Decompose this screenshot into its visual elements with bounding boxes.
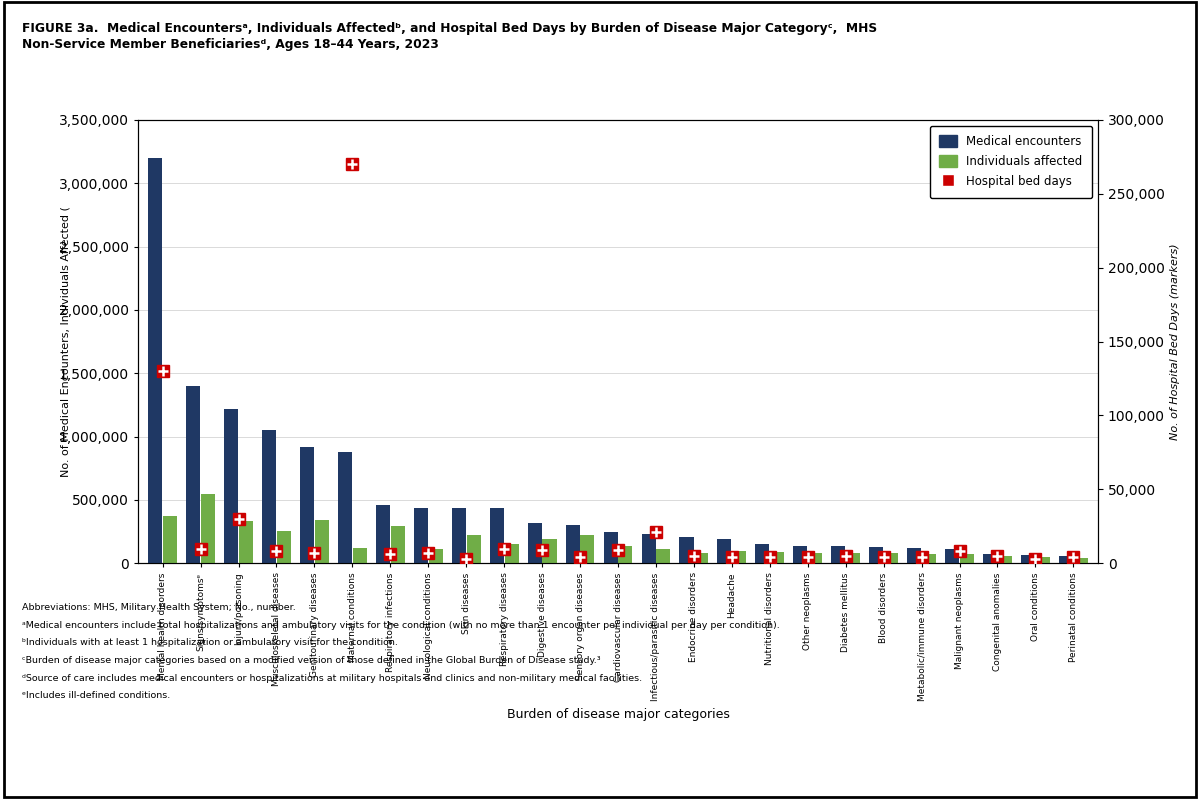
Text: ᶜBurden of disease major categories based on a modified version of those defined: ᶜBurden of disease major categories base… bbox=[22, 656, 600, 665]
Bar bbox=[391, 526, 404, 563]
Bar bbox=[239, 522, 253, 563]
Text: ᵉIncludes ill-defined conditions.: ᵉIncludes ill-defined conditions. bbox=[22, 691, 170, 700]
Bar bbox=[718, 539, 732, 563]
Bar bbox=[732, 551, 746, 563]
Bar bbox=[1074, 558, 1087, 563]
Bar bbox=[452, 507, 466, 563]
Bar bbox=[353, 548, 367, 563]
Bar bbox=[695, 553, 708, 563]
Text: Abbreviations: MHS, Military Health System; No., number.: Abbreviations: MHS, Military Health Syst… bbox=[22, 603, 295, 612]
Bar bbox=[504, 544, 518, 563]
X-axis label: Burden of disease major categories: Burden of disease major categories bbox=[506, 708, 730, 721]
Bar bbox=[884, 553, 898, 563]
Bar bbox=[428, 550, 443, 563]
Bar bbox=[300, 447, 314, 563]
Bar bbox=[1058, 555, 1073, 563]
Text: Non-Service Member Beneficiariesᵈ, Ages 18–44 Years, 2023: Non-Service Member Beneficiariesᵈ, Ages … bbox=[22, 38, 438, 51]
Bar bbox=[376, 505, 390, 563]
Bar bbox=[946, 549, 959, 563]
Text: ᵇIndividuals with at least 1 hospitalization or ambulatory visit for the conditi: ᵇIndividuals with at least 1 hospitaliza… bbox=[22, 638, 397, 647]
Text: No. of Medical Encounters, Individuals Affected (: No. of Medical Encounters, Individuals A… bbox=[61, 206, 71, 477]
Bar bbox=[565, 525, 580, 563]
Bar bbox=[414, 507, 428, 563]
Bar bbox=[656, 549, 671, 563]
Bar bbox=[983, 554, 997, 563]
Bar bbox=[186, 386, 200, 563]
Bar bbox=[907, 548, 922, 563]
Bar bbox=[642, 534, 655, 563]
Text: ᵈSource of care includes medical encounters or hospitalizations at military hosp: ᵈSource of care includes medical encount… bbox=[22, 674, 642, 682]
Bar bbox=[770, 552, 784, 563]
Bar bbox=[224, 409, 238, 563]
Bar bbox=[604, 531, 618, 563]
Bar bbox=[808, 553, 822, 563]
Bar bbox=[832, 546, 845, 563]
Bar bbox=[490, 507, 504, 563]
Y-axis label: No. of Hospital Bed Days (markers): No. of Hospital Bed Days (markers) bbox=[1170, 243, 1181, 440]
Bar bbox=[960, 555, 974, 563]
Legend: Medical encounters, Individuals affected, Hospital bed days: Medical encounters, Individuals affected… bbox=[930, 125, 1092, 198]
Bar bbox=[998, 556, 1012, 563]
Bar bbox=[163, 516, 178, 563]
Bar bbox=[793, 546, 808, 563]
Bar bbox=[262, 430, 276, 563]
Bar bbox=[528, 523, 541, 563]
Bar bbox=[149, 158, 162, 563]
Text: ᵃMedical encounters include total hospitalizations and ambulatory visits for the: ᵃMedical encounters include total hospit… bbox=[22, 621, 779, 630]
Bar bbox=[542, 539, 557, 563]
Bar bbox=[922, 555, 936, 563]
Bar bbox=[467, 535, 481, 563]
Bar bbox=[846, 553, 860, 563]
Bar bbox=[679, 537, 694, 563]
Bar bbox=[277, 531, 290, 563]
Text: FIGURE 3a.  Medical Encountersᵃ, Individuals Affectedᵇ, and Hospital Bed Days by: FIGURE 3a. Medical Encountersᵃ, Individu… bbox=[22, 22, 877, 35]
Bar bbox=[1036, 557, 1050, 563]
Bar bbox=[338, 451, 352, 563]
Bar bbox=[581, 535, 594, 563]
Bar bbox=[200, 494, 215, 563]
Bar bbox=[1021, 555, 1036, 563]
Bar bbox=[314, 520, 329, 563]
Bar bbox=[869, 547, 883, 563]
Bar bbox=[618, 547, 632, 563]
Bar bbox=[755, 543, 769, 563]
